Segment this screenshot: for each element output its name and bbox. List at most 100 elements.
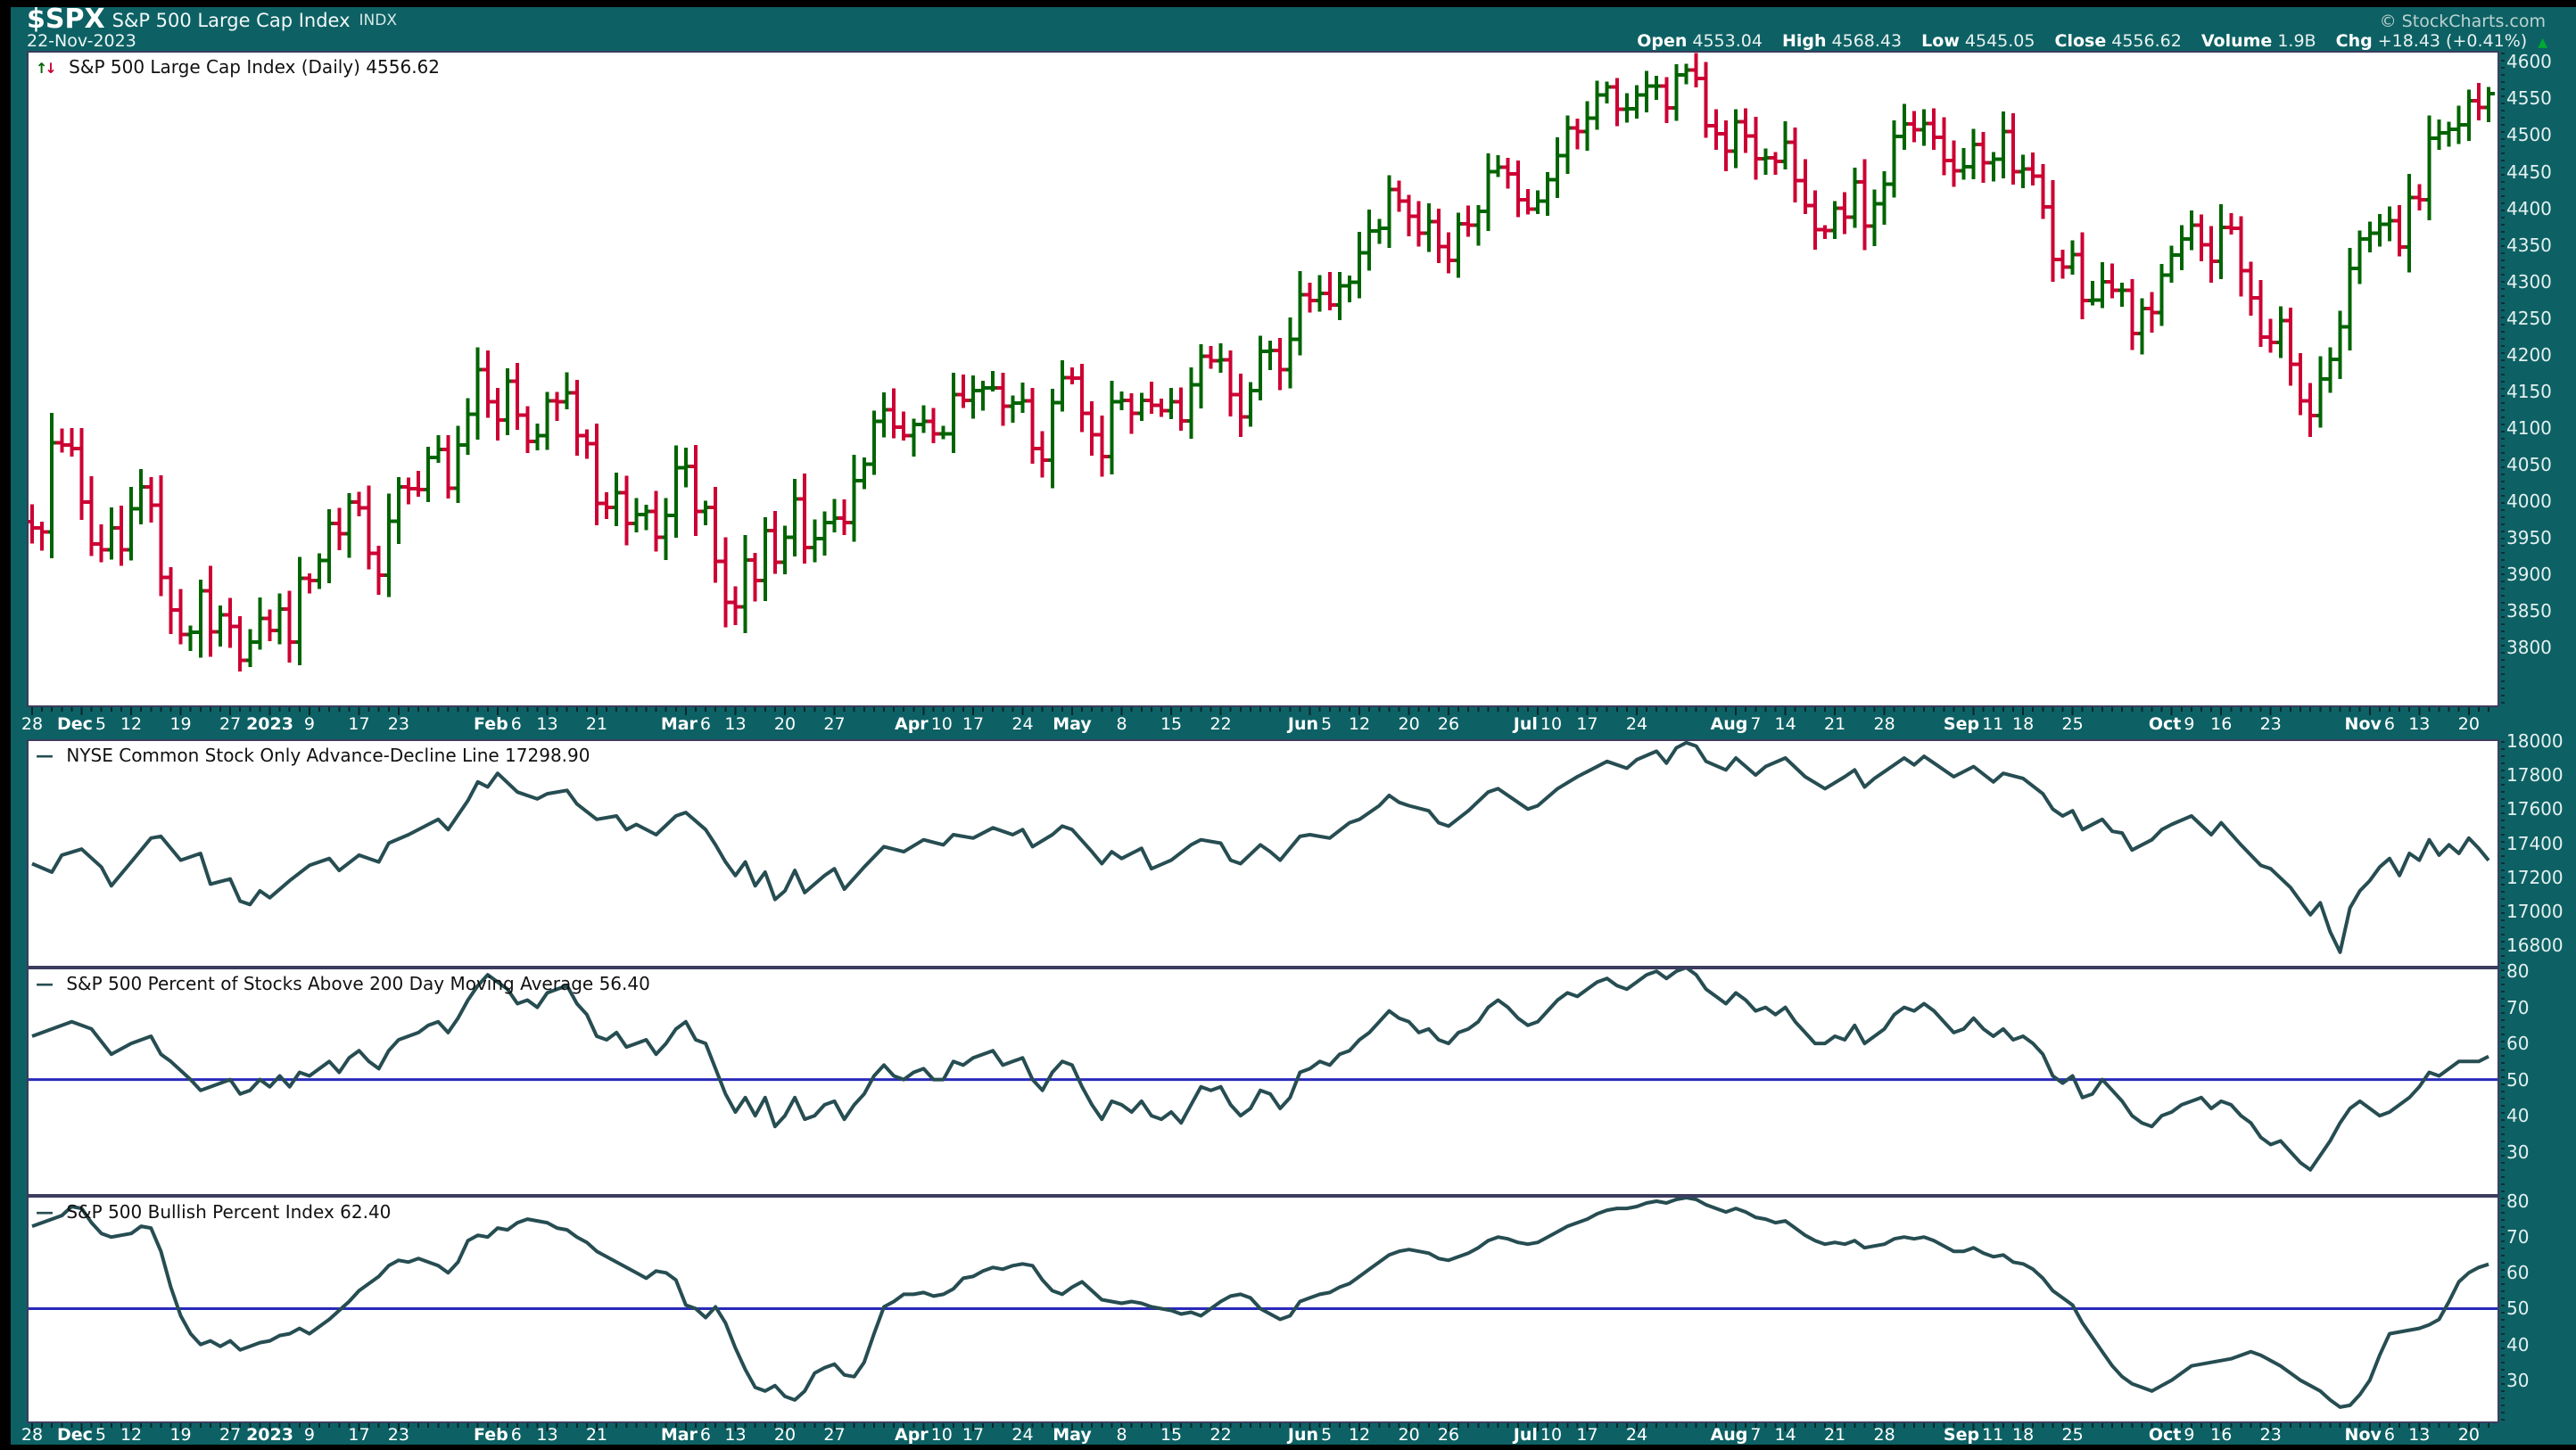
x-axis-label: Oct 9 [2148, 714, 2195, 734]
y-axis-tick-marks [2501, 969, 2505, 1194]
y-axis-label: 4600 [2506, 51, 2552, 73]
x-axis-label: 18 [2012, 1425, 2035, 1445]
exchange-label: INDX [359, 12, 397, 29]
percent-above-200dma-panel-title: — S&P 500 Percent of Stocks Above 200 Da… [36, 973, 650, 994]
x-axis-label: 28 [1873, 714, 1895, 734]
x-axis-label: 12 [120, 714, 143, 734]
y-axis-label: 17400 [2506, 832, 2564, 854]
quote-open-label: Open [1637, 31, 1688, 51]
y-axis-label: 4450 [2506, 161, 2552, 183]
x-axis-label: 20 [2457, 1425, 2480, 1445]
x-axis-label: 17 [962, 1425, 985, 1445]
x-axis-label: 20 [1398, 1425, 1420, 1445]
y-axis-label: 4300 [2506, 270, 2552, 292]
y-axis-label: 50 [2506, 1298, 2530, 1320]
x-axis-tick-marks [31, 707, 2489, 715]
x-axis-label: Mar 6 [660, 714, 712, 734]
y-axis-label: 40 [2506, 1105, 2530, 1127]
quote-volume-value: 1.9B [2277, 31, 2316, 51]
x-axis-label: 21 [585, 1425, 608, 1445]
x-axis-label: Jul 10 [1513, 714, 1563, 734]
x-axis-label: 27 [219, 1425, 242, 1445]
x-axis-label: 15 [1160, 1425, 1183, 1445]
y-axis-label: 4000 [2506, 490, 2552, 513]
chart-date: 22-Nov-2023 [27, 31, 136, 51]
x-axis-label: 24 [1625, 714, 1648, 734]
x-axis-label: 15 [1160, 714, 1183, 734]
bullish-percent-panel: — S&P 500 Bullish Percent Index 62.40 [27, 1196, 2499, 1423]
x-axis-label: 9 [303, 714, 315, 734]
date-axis-upper: 28 Dec 5 12 19 27 2023 9 17 23 Feb 6 13 21 Mar 6 13 20 27 A… [21, 707, 2499, 739]
advance-decline-panel: — NYSE Common Stock Only Advance-Decline… [27, 739, 2499, 968]
percent-above-200dma-panel: — S&P 500 Percent of Stocks Above 200 Da… [27, 968, 2499, 1196]
chart-background: $SPX S&P 500 Large Cap Index INDX © StockC… [11, 6, 2576, 1445]
x-axis-label: Oct 9 [2148, 1425, 2195, 1445]
y-axis-label: 50 [2506, 1068, 2530, 1091]
x-axis-label: May [1053, 1425, 1092, 1445]
y-axis-tick-marks [2501, 741, 2505, 966]
x-axis-label: 2023 [246, 1425, 293, 1445]
x-axis-label: 26 [1437, 714, 1460, 734]
x-axis-label: 20 [773, 714, 797, 734]
y-axis-label: 3850 [2506, 600, 2552, 622]
y-axis-label: 30 [2506, 1141, 2530, 1163]
x-axis-label: Aug 7 [1710, 1425, 1762, 1445]
x-axis-label: Jun 5 [1287, 714, 1333, 734]
x-axis-label: 19 [169, 1425, 192, 1445]
indicator-line-plot [31, 741, 2490, 954]
price-panel: ↑↓ S&P 500 Large Cap Index (Daily) 4556.… [27, 51, 2499, 707]
x-axis-label: 16 [2210, 1425, 2233, 1445]
y-axis-label: 16800 [2506, 935, 2564, 957]
x-axis-label: Feb 6 [474, 714, 522, 734]
x-axis-label: 13 [724, 714, 747, 734]
bullish-percent-panel-title: — S&P 500 Bullish Percent Index 62.40 [36, 1201, 391, 1223]
x-axis-label: Feb 6 [474, 1425, 522, 1445]
quote-close-value: 4556.62 [2111, 31, 2182, 51]
x-axis-label: 23 [387, 714, 409, 734]
x-axis-label: 28 [21, 714, 44, 734]
quote-summary: Open 4553.04 High 4568.43 Low 4545.05 Close… [1622, 31, 2547, 51]
x-axis-label: 12 [1348, 714, 1371, 734]
y-axis-label: 4200 [2506, 343, 2552, 366]
price-panel-title: ↑↓ S&P 500 Large Cap Index (Daily) 4556.… [36, 56, 440, 78]
y-axis-label: 17600 [2506, 798, 2564, 820]
y-axis-label: 4100 [2506, 417, 2552, 440]
x-axis-label: Nov 6 [2344, 1425, 2395, 1445]
x-axis-label: 21 [585, 714, 608, 734]
indicator-line-plot [29, 969, 2498, 1172]
y-axis-label: 17000 [2506, 900, 2564, 922]
x-axis-label: 14 [1774, 1425, 1796, 1445]
y-axis-label: 3800 [2506, 637, 2552, 659]
x-axis-label: 21 [1824, 714, 1846, 734]
y-axis-label: 3950 [2506, 527, 2552, 549]
x-axis-label: 18 [2012, 714, 2035, 734]
x-axis-label: 20 [2457, 714, 2480, 734]
x-axis-label: Apr 10 [895, 714, 953, 734]
y-axis-label: 30 [2506, 1369, 2530, 1391]
y-axis-label: 4500 [2506, 124, 2552, 146]
header-row-1: $SPX S&P 500 Large Cap Index INDX © StockC… [27, 6, 2560, 33]
quote-chg-label: Chg [2335, 31, 2373, 51]
x-axis-label: 25 [2061, 1425, 2084, 1445]
y-axis-label: 4350 [2506, 234, 2552, 256]
quote-close-label: Close [2054, 31, 2107, 51]
percent-above-200dma-title-text: S&P 500 Percent of Stocks Above 200 Day … [66, 973, 650, 994]
x-axis-label: 13 [536, 714, 558, 734]
y-axis-label: 4250 [2506, 307, 2552, 329]
x-axis-label: 27 [219, 714, 242, 734]
x-axis-label: Jun 5 [1287, 1425, 1333, 1445]
x-axis-label: 20 [1398, 714, 1420, 734]
legend-dash-icon: — [36, 745, 54, 766]
x-axis-label: 24 [1625, 1425, 1648, 1445]
indicator-line-plot [29, 1198, 2498, 1409]
legend-dash-icon: — [36, 1201, 54, 1223]
y-axis-tick-marks [2501, 1198, 2505, 1421]
x-axis-label: 26 [1437, 1425, 1460, 1445]
x-axis-label: May [1053, 714, 1092, 734]
x-axis-label: 2023 [246, 714, 293, 734]
x-axis-label: Dec 5 [57, 1425, 107, 1445]
x-axis-label: 27 [823, 1425, 846, 1445]
y-axis-label: 4400 [2506, 197, 2552, 219]
x-axis-label: 28 [21, 1425, 44, 1445]
